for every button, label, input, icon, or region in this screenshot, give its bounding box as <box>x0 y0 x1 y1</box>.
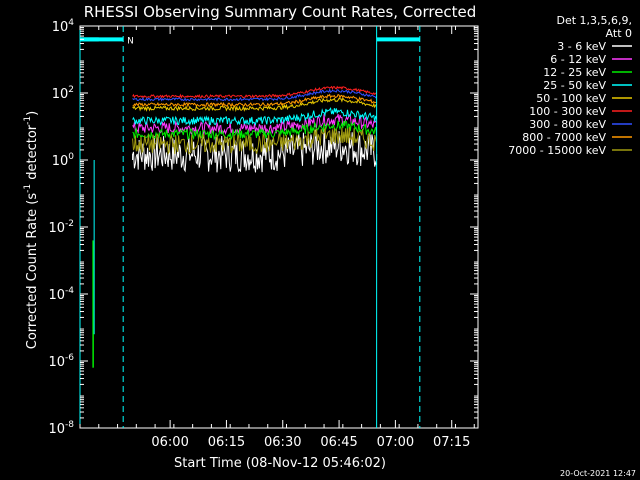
series-line-6 <box>132 88 378 102</box>
legend-entry-label: 300 - 800 keV <box>529 118 606 131</box>
plot-border <box>79 25 479 429</box>
y-tick-label: 10-8 <box>48 420 74 437</box>
series-line-7 <box>132 93 377 108</box>
y-tick-label: 102 <box>52 85 74 102</box>
y-tick-label: 10-2 <box>48 219 74 236</box>
axes-layer: 104 102 100 10-2 10-4 10-6 10-8 06:00 06:15 06:30… <box>48 18 478 450</box>
x-tick-label: 07:00 <box>377 435 414 450</box>
x-axis-label: Start Time (08-Nov-12 05:46:02) <box>174 456 386 471</box>
legend-entry-label: 800 - 7000 keV <box>522 131 606 144</box>
series-line-5 <box>132 85 377 99</box>
x-tick-label: 06:30 <box>264 435 301 450</box>
y-tick-label: 104 <box>52 18 75 35</box>
legend-header: Att 0 <box>606 27 632 40</box>
overlay-layer: N <box>79 26 421 428</box>
x-tick-label: 06:15 <box>208 435 245 450</box>
legend-header: Det 1,3,5,6,9, <box>556 14 632 27</box>
legend-entry-label: 25 - 50 keV <box>543 79 606 92</box>
series-line-3 <box>132 107 378 127</box>
legend-entry-label: 7000 - 15000 keV <box>508 144 606 157</box>
x-tick-label: 06:00 <box>151 435 188 450</box>
chart-title: RHESSI Observing Summary Count Rates, Co… <box>84 3 477 21</box>
y-tick-label: 10-4 <box>48 286 74 303</box>
legend-entry-label: 3 - 6 keV <box>557 40 606 53</box>
footer-timestamp: 20-Oct-2021 12:47 <box>560 469 636 478</box>
plot-frame <box>79 25 479 429</box>
series-layer <box>132 85 378 173</box>
legend-entry-label: 6 - 12 keV <box>550 53 606 66</box>
y-tick-label: 100 <box>52 152 75 169</box>
series-line-8 <box>132 127 378 155</box>
flag-label: N <box>127 36 134 46</box>
series-line-4 <box>132 96 378 113</box>
legend-entry-label: 12 - 25 keV <box>543 66 606 79</box>
y-tick-label: 10-6 <box>48 353 74 370</box>
y-axis-label: Corrected Count Rate (s-1 detector-1) <box>23 111 40 349</box>
legend-entry-label: 100 - 300 keV <box>529 105 606 118</box>
x-tick-label: 06:45 <box>320 435 357 450</box>
series-line-2 <box>132 120 378 141</box>
legend-entry-label: 50 - 100 keV <box>536 92 606 105</box>
x-tick-label: 07:15 <box>433 435 470 450</box>
